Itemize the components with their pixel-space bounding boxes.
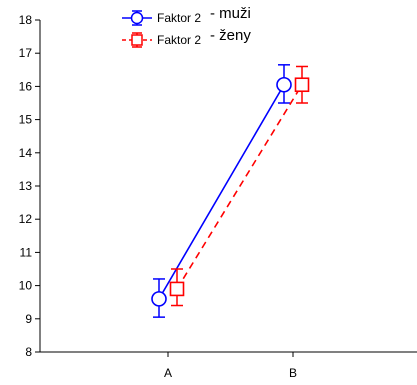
data-point-square: [169, 281, 185, 297]
legend-entry-2: Faktor 2 - ženy: [122, 27, 251, 48]
y-tick-label: 8: [25, 345, 32, 359]
legend-label-suffix: - muži: [210, 5, 251, 22]
data-point-square: [294, 77, 310, 93]
y-tick-label: 18: [19, 13, 33, 27]
legend: Faktor 2 - muži Faktor 2 - ženy: [122, 5, 251, 48]
data-point-circle: [276, 76, 292, 93]
y-tick-label: 17: [19, 46, 33, 60]
y-tick-label: 15: [19, 113, 33, 127]
y-tick-label: 11: [20, 245, 33, 259]
x-tick-label: A: [164, 366, 172, 380]
y-tick-label: 14: [19, 146, 33, 160]
y-tick-label: 10: [19, 279, 33, 293]
legend-marker-circle: [130, 11, 144, 25]
y-tick-label: 9: [25, 312, 32, 326]
legend-entry-1: Faktor 2 - muži: [122, 5, 251, 26]
series-layer: [151, 64, 310, 318]
series-2: [169, 65, 310, 307]
y-tick-label: 12: [19, 212, 33, 226]
legend-label-suffix: - ženy: [210, 27, 251, 44]
legend-marker-square: [131, 34, 143, 46]
series-1: [151, 64, 292, 318]
y-ticks: 8 9 10 11 12 13 14 15 16 17 18: [19, 13, 40, 359]
y-tick-label: 16: [19, 79, 33, 93]
series-line: [158, 84, 285, 300]
x-tick-label: B: [289, 366, 297, 380]
legend-label: Faktor 2: [157, 33, 201, 47]
y-tick-label: 13: [19, 179, 33, 193]
data-point-circle: [151, 291, 167, 307]
axes: [39, 20, 417, 353]
legend-label: Faktor 2: [157, 11, 201, 25]
series-line: [176, 84, 303, 290]
